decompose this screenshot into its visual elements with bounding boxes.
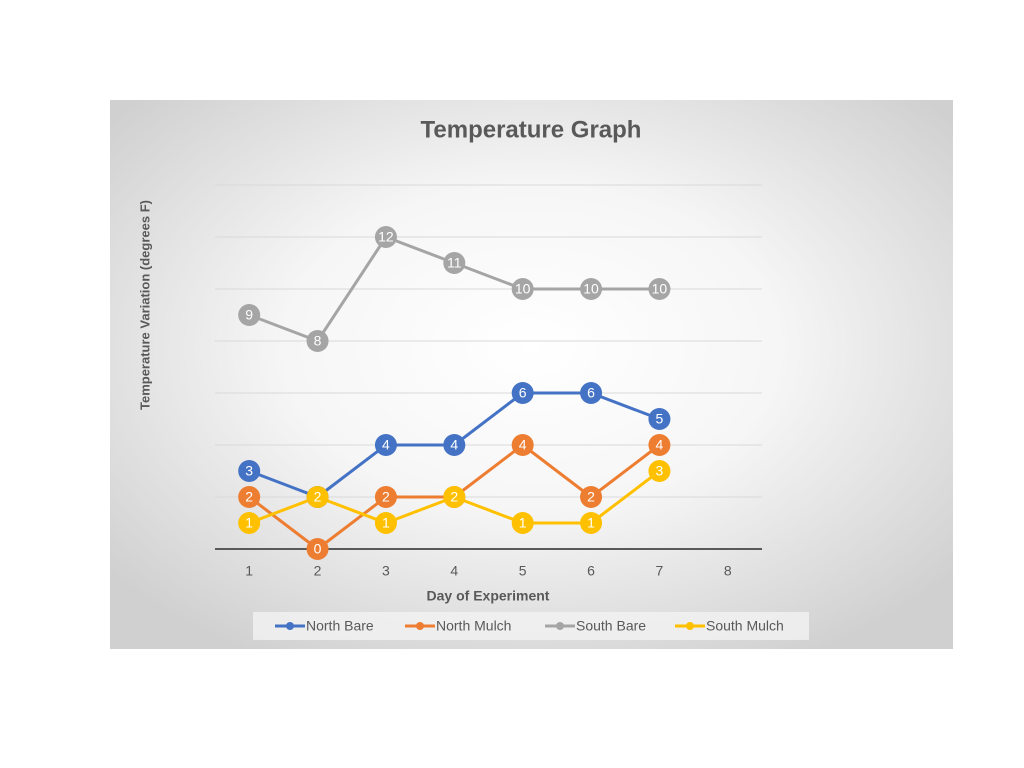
data-point xyxy=(443,434,466,456)
data-point xyxy=(306,538,329,560)
data-label: 1 xyxy=(245,515,253,531)
x-tick-label: 4 xyxy=(450,563,458,579)
data-label: 9 xyxy=(245,307,253,323)
data-label: 2 xyxy=(245,489,253,505)
legend-label: North Bare xyxy=(306,618,374,634)
legend-marker xyxy=(416,622,424,630)
data-label: 2 xyxy=(382,489,390,505)
data-label: 4 xyxy=(450,437,458,453)
y-axis-title: Temperature Variation (degrees F) xyxy=(137,200,152,410)
data-label: 6 xyxy=(519,385,527,401)
data-point xyxy=(648,460,671,482)
data-label: 1 xyxy=(382,515,390,531)
data-label: 6 xyxy=(587,385,595,401)
x-tick-label: 1 xyxy=(245,563,253,579)
data-label: 10 xyxy=(515,281,531,297)
data-label: 3 xyxy=(656,463,664,479)
x-tick-label: 7 xyxy=(656,563,664,579)
data-point xyxy=(511,278,534,300)
data-point xyxy=(238,512,261,534)
data-label: 10 xyxy=(652,281,668,297)
data-point xyxy=(374,226,397,248)
data-point xyxy=(648,278,671,300)
data-label: 1 xyxy=(587,515,595,531)
data-label: 8 xyxy=(314,333,322,349)
data-point xyxy=(238,304,261,326)
data-point xyxy=(580,486,603,508)
data-label: 2 xyxy=(450,489,458,505)
x-tick-label: 3 xyxy=(382,563,390,579)
data-point xyxy=(374,434,397,456)
x-axis-title: Day of Experiment xyxy=(427,588,550,604)
data-label: 1 xyxy=(519,515,527,531)
legend-label: North Mulch xyxy=(436,618,511,634)
legend-marker xyxy=(286,622,294,630)
data-label: 5 xyxy=(656,411,664,427)
data-point xyxy=(374,512,397,534)
data-label: 4 xyxy=(519,437,527,453)
data-label: 3 xyxy=(245,463,253,479)
data-label: 4 xyxy=(656,437,664,453)
data-label: 10 xyxy=(583,281,599,297)
chart-title: Temperature Graph xyxy=(421,116,642,143)
data-point xyxy=(580,382,603,404)
data-point xyxy=(306,330,329,352)
data-point xyxy=(238,486,261,508)
data-point xyxy=(443,486,466,508)
data-label: 11 xyxy=(447,255,462,271)
data-point xyxy=(511,512,534,534)
legend-marker xyxy=(686,622,694,630)
data-point xyxy=(306,486,329,508)
x-tick-label: 8 xyxy=(724,563,732,579)
data-point xyxy=(648,408,671,430)
legend-label: South Bare xyxy=(576,618,646,634)
data-point xyxy=(238,460,261,482)
data-label: 0 xyxy=(314,541,322,557)
data-point xyxy=(511,434,534,456)
chart-background xyxy=(110,100,953,649)
data-label: 2 xyxy=(587,489,595,505)
data-point xyxy=(374,486,397,508)
data-point xyxy=(443,252,466,274)
data-label: 12 xyxy=(378,229,394,245)
data-point xyxy=(580,512,603,534)
legend-label: South Mulch xyxy=(706,618,784,634)
data-label: 4 xyxy=(382,437,390,453)
legend-marker xyxy=(556,622,564,630)
data-point xyxy=(648,434,671,456)
data-label: 2 xyxy=(314,489,322,505)
x-tick-label: 6 xyxy=(587,563,595,579)
data-point xyxy=(511,382,534,404)
legend-box xyxy=(253,612,809,640)
x-tick-label: 5 xyxy=(519,563,527,579)
x-tick-label: 2 xyxy=(314,563,322,579)
data-point xyxy=(580,278,603,300)
